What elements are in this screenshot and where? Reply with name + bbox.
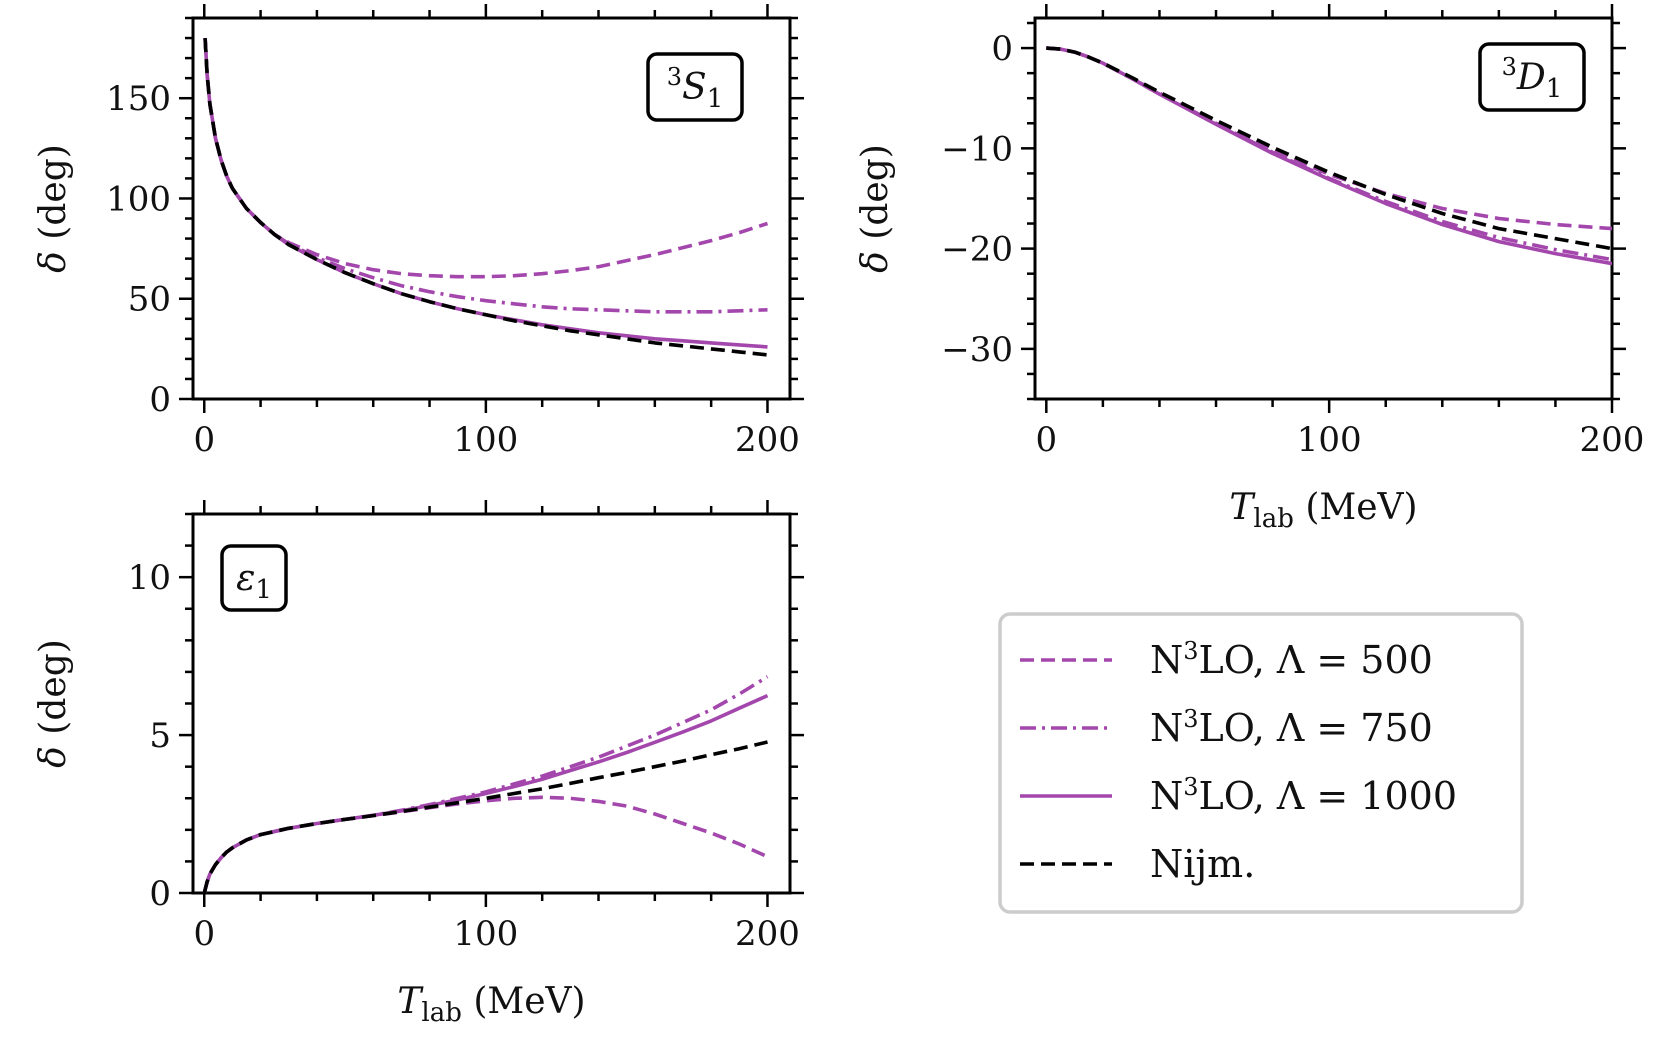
panel-tag-box (1478, 42, 1586, 112)
y-tick-label: −30 (941, 330, 1013, 370)
x-tick-label: 200 (1580, 420, 1645, 460)
panel-tag-box (220, 544, 288, 612)
panel-tag-label: ε1 (236, 558, 272, 605)
y-tick-label: 0 (149, 380, 171, 420)
y-tick-label: 5 (149, 716, 171, 756)
y-tick-label: 0 (991, 29, 1013, 69)
x-tick-label: 200 (735, 420, 800, 460)
x-tick-label: 0 (193, 420, 215, 460)
legend-frame (998, 612, 1524, 914)
series-line-dashed-3 (1046, 46, 1612, 251)
panel-tag-label: 3D1 (1502, 53, 1563, 104)
y-axis-label: δ (deg) (33, 144, 74, 273)
panel-3D1: 0 100 200 0 −10 −20 −30 δ (deg) Tlab (MeV) 3D1 (855, 4, 1644, 534)
legend: N3LO, Λ = 500 N3LO, Λ = 750 N3LO, Λ = 1000… (998, 612, 1524, 914)
x-tick-label: 100 (453, 914, 518, 954)
y-tick-label: 0 (149, 874, 171, 914)
series-line-dashed-3 (203, 38, 768, 357)
y-tick-label: 50 (128, 280, 171, 320)
y-tick-label: 100 (106, 179, 171, 219)
series-line-dashed-0 (202, 795, 769, 893)
series-line-dashed-3 (202, 740, 768, 893)
plot-frame (191, 16, 792, 401)
series-line-solid-2 (1046, 46, 1612, 266)
series-line-solid-2 (202, 693, 769, 893)
x-tick-label: 200 (735, 914, 800, 954)
panel-tag-label: 3S1 (667, 63, 724, 114)
panel-tag-box (646, 52, 744, 122)
legend-label-1: N3LO, Λ = 750 (1150, 705, 1433, 750)
x-tick-label: 100 (1297, 420, 1362, 460)
y-axis-label: δ (deg) (33, 639, 74, 768)
plot-frame (1033, 16, 1614, 401)
x-tick-label: 0 (193, 914, 215, 954)
y-tick-label: −10 (941, 129, 1013, 169)
y-tick-label: 150 (106, 79, 171, 119)
legend-label-0: N3LO, Λ = 500 (1150, 637, 1433, 682)
y-axis-label: δ (deg) (855, 144, 896, 273)
panel-eps1: 0 100 200 0 5 10 δ (deg) Tlab (MeV) ε1 (33, 500, 804, 1028)
x-tick-label: 0 (1035, 420, 1057, 460)
y-tick-label: 10 (128, 558, 171, 598)
legend-label-3: Nijm. (1150, 842, 1255, 886)
panel-3S1: 0 100 200 0 50 100 150 δ (deg) 3S1 (33, 4, 804, 460)
x-axis-label: Tlab (MeV) (397, 981, 585, 1028)
y-tick-label: −20 (941, 230, 1013, 270)
x-axis-label: Tlab (MeV) (1229, 487, 1417, 534)
x-tick-label: 100 (453, 420, 518, 460)
series-line-dashdot-1 (202, 675, 769, 893)
legend-label-2: N3LO, Λ = 1000 (1150, 773, 1457, 818)
